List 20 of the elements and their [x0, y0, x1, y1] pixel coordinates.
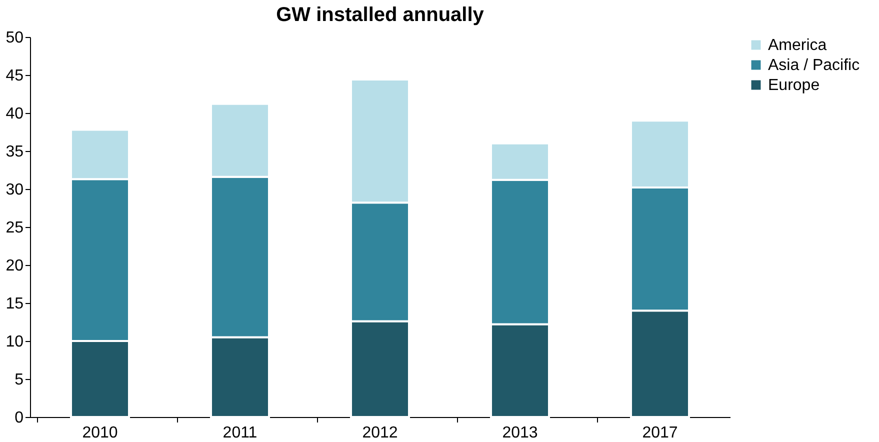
x-tick-label: 2011: [222, 424, 258, 442]
y-tick-label: 10: [6, 334, 24, 350]
chart-title: GW installed annually: [276, 4, 485, 26]
y-tick-label: 20: [6, 258, 24, 274]
y-tick-label: 50: [6, 30, 24, 46]
y-tick-label: 15: [6, 296, 24, 312]
y-tick-label: 35: [6, 144, 24, 160]
legend-label: America: [768, 37, 827, 54]
y-tick-label: 5: [14, 372, 24, 388]
y-tick-label: 45: [6, 68, 24, 84]
legend-label: Europe: [768, 77, 820, 94]
y-tick-label: 40: [6, 106, 24, 122]
x-tick-label: 2010: [82, 424, 118, 442]
y-tick-label: 0: [14, 410, 24, 426]
legend-label: Asia / Pacific: [768, 57, 860, 74]
y-tick-label: 30: [6, 182, 24, 198]
x-tick-label: 2013: [502, 424, 538, 442]
y-tick-label: 25: [6, 220, 24, 236]
x-tick-label: 2012: [362, 424, 398, 442]
x-tick-label: 2017: [642, 424, 678, 442]
